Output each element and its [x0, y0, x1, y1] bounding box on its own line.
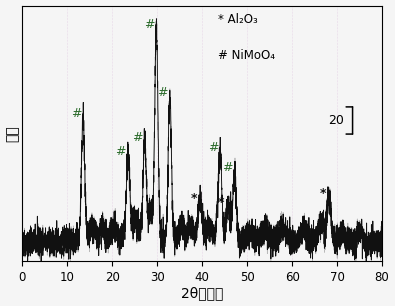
Text: *: *: [218, 196, 224, 209]
X-axis label: 2θ（度）: 2θ（度）: [181, 286, 224, 300]
Text: #: #: [132, 131, 142, 144]
Text: *: *: [191, 192, 198, 205]
Text: #: #: [157, 86, 168, 99]
Text: #: #: [71, 107, 81, 120]
Text: * Al₂O₃: * Al₂O₃: [218, 13, 258, 26]
Text: 20: 20: [328, 114, 344, 127]
Text: #: #: [144, 18, 154, 32]
Text: #: #: [208, 141, 218, 154]
Text: #: #: [115, 145, 126, 158]
Y-axis label: 强度: 强度: [6, 125, 20, 142]
Text: *: *: [320, 187, 326, 200]
Text: #: #: [222, 161, 233, 174]
Text: # NiMoO₄: # NiMoO₄: [218, 49, 275, 62]
